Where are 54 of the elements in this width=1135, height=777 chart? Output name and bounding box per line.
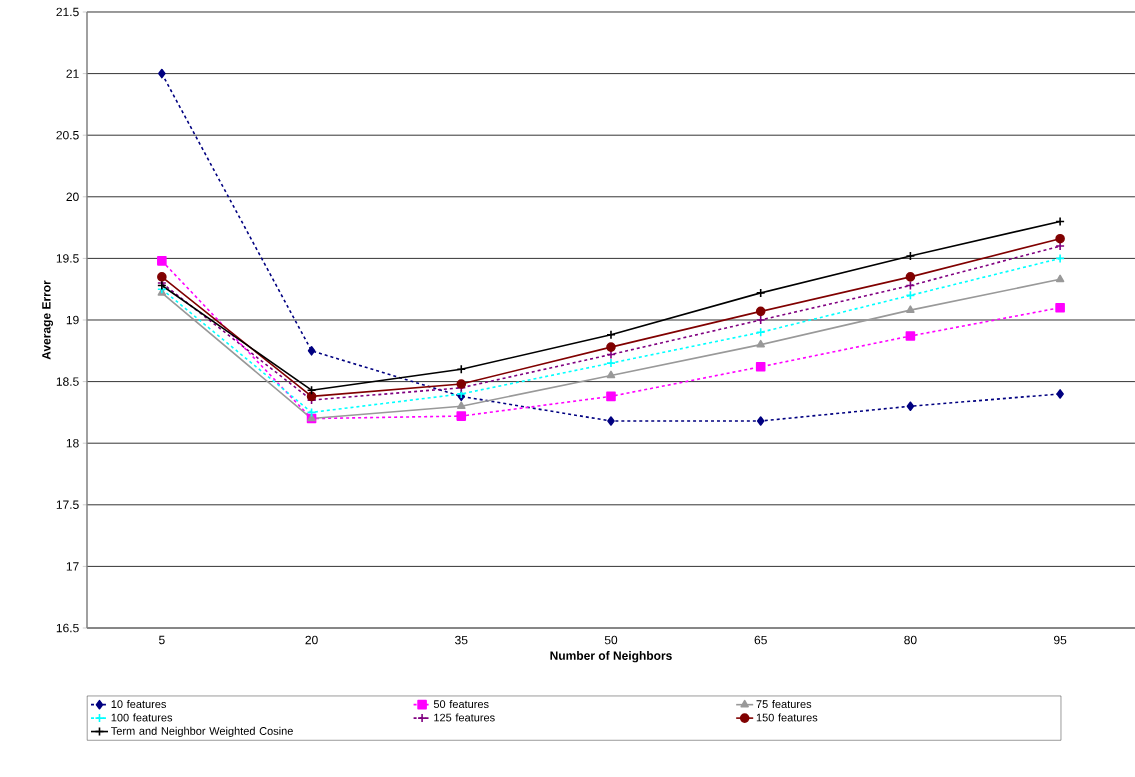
- point: [606, 358, 616, 368]
- x-tick-label: 35: [455, 635, 468, 645]
- point: [157, 272, 167, 282]
- legend-label: Term and Neighbor Weighted Cosine: [111, 726, 293, 738]
- point: [905, 272, 916, 282]
- point: [307, 346, 316, 356]
- y-tick-label: 20: [66, 192, 79, 202]
- point: [756, 416, 765, 426]
- point: [607, 416, 615, 426]
- point: [606, 391, 616, 402]
- legend-label: 150 features: [756, 713, 818, 722]
- point: [606, 329, 616, 340]
- y-tick-label: 18.5: [56, 377, 79, 386]
- x-tick-label: 50: [604, 635, 618, 645]
- legend-label: 10 features: [111, 699, 167, 709]
- point: [1056, 389, 1064, 399]
- point: [1055, 233, 1065, 244]
- x-tick-label: 65: [754, 635, 767, 645]
- point: [457, 401, 466, 410]
- point: [1055, 302, 1065, 313]
- point: [157, 256, 167, 266]
- legend-label: 100 features: [111, 713, 173, 722]
- point: [456, 379, 467, 389]
- point: [905, 331, 916, 341]
- point: [906, 305, 915, 313]
- point: [456, 364, 467, 375]
- point: [606, 370, 616, 379]
- legend-label: 125 features: [434, 713, 495, 722]
- y-tick-label: 20.5: [56, 130, 79, 140]
- x-tick-label: 5: [159, 635, 165, 645]
- point: [306, 391, 317, 402]
- y-tick-label: 17.5: [56, 500, 79, 509]
- y-tick-label: 21.5: [56, 7, 79, 17]
- y-tick-label: 17: [66, 562, 79, 571]
- x-tick-label: 80: [904, 635, 917, 645]
- point: [756, 339, 765, 348]
- point: [456, 411, 467, 421]
- x-tick-label: 95: [1054, 635, 1067, 645]
- legend-label: 50 features: [433, 699, 489, 709]
- x-axis-title: Number of Neighbors: [550, 651, 672, 663]
- y-tick-label: 21: [66, 69, 79, 78]
- point: [755, 362, 766, 372]
- y-axis-title: Average Error: [42, 280, 54, 360]
- point: [606, 342, 616, 352]
- legend-label: 75 features: [756, 699, 812, 709]
- x-tick-label: 20: [305, 635, 318, 645]
- point: [906, 401, 915, 412]
- y-tick-label: 19: [66, 315, 79, 325]
- y-tick-label: 16.5: [56, 623, 79, 633]
- y-tick-label: 19.5: [56, 254, 79, 263]
- point: [158, 68, 166, 79]
- point: [1055, 274, 1065, 283]
- y-tick-label: 18: [66, 438, 79, 448]
- point: [755, 306, 766, 317]
